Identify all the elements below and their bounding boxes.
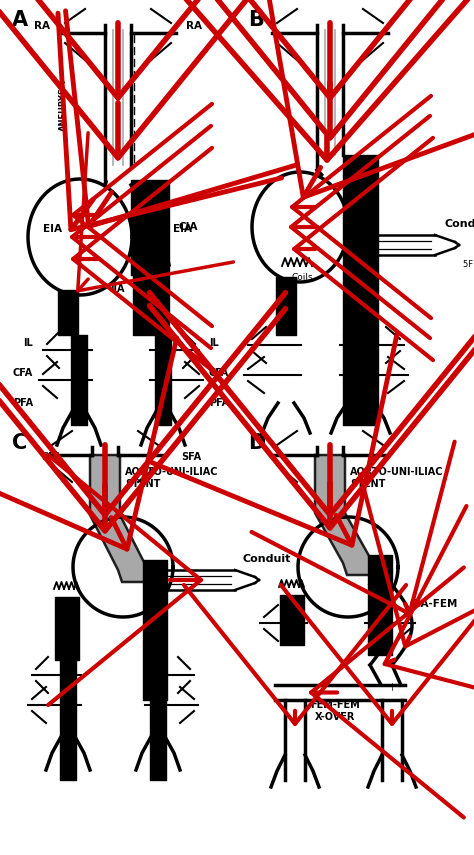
Text: CFA: CFA [13, 368, 33, 378]
Text: Conduit: Conduit [243, 554, 292, 564]
Text: Coils: Coils [281, 596, 303, 605]
Text: SFA: SFA [181, 452, 201, 462]
Text: CIA: CIA [179, 222, 199, 232]
Text: PFA: PFA [209, 398, 229, 408]
Text: CFA: CFA [209, 368, 229, 378]
Text: Conduit: Conduit [445, 219, 474, 229]
Text: RA: RA [186, 21, 202, 31]
Text: EIA: EIA [173, 224, 192, 234]
Text: PFA: PFA [13, 398, 33, 408]
Text: FEM-FEM
X-OVER: FEM-FEM X-OVER [310, 700, 360, 722]
Text: IL: IL [23, 338, 33, 348]
Text: IIA: IIA [110, 284, 125, 294]
Text: C: C [12, 433, 27, 453]
Text: CIA-FEM: CIA-FEM [410, 599, 458, 609]
Text: RA: RA [34, 21, 50, 31]
Text: SFA: SFA [41, 452, 61, 462]
Text: IL: IL [209, 338, 219, 348]
Text: 5F CATHETER: 5F CATHETER [463, 260, 474, 269]
Text: AORTO-UNI-ILIAC
STENT: AORTO-UNI-ILIAC STENT [125, 468, 219, 489]
Text: A: A [12, 10, 28, 30]
Text: Coils: Coils [291, 273, 313, 282]
Text: EIA: EIA [43, 224, 62, 234]
Text: Coils: Coils [56, 598, 78, 607]
Text: IIA: IIA [151, 284, 165, 294]
Text: ANEURYSM: ANEURYSM [58, 79, 67, 131]
Polygon shape [315, 455, 377, 575]
Polygon shape [90, 455, 152, 582]
Text: B: B [248, 10, 264, 30]
Text: AORTO-UNI-ILIAC
STENT: AORTO-UNI-ILIAC STENT [350, 468, 444, 489]
Text: D: D [248, 433, 265, 453]
